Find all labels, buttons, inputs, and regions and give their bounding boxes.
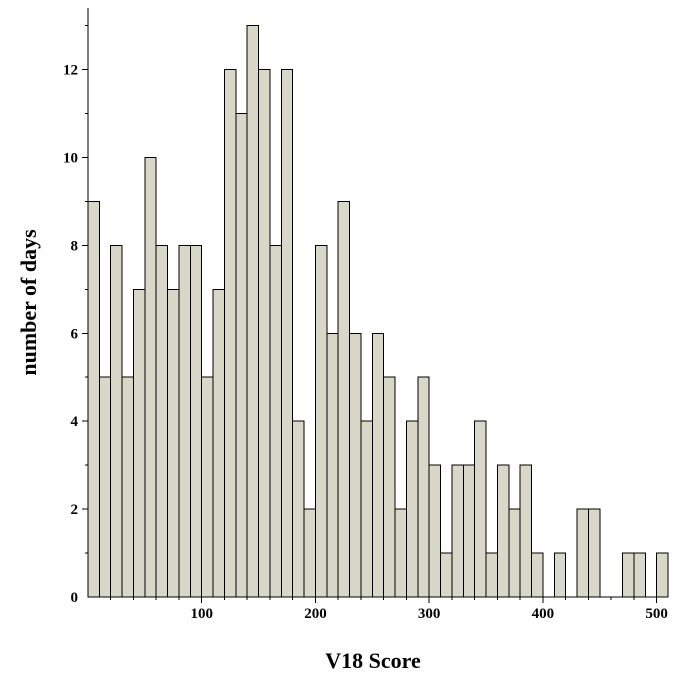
histogram-bar — [110, 244, 123, 598]
histogram-bar — [201, 376, 214, 598]
histogram-bar — [474, 420, 487, 598]
histogram-bar — [144, 156, 157, 598]
histogram-bar — [292, 420, 305, 598]
histogram-bar — [417, 376, 430, 598]
histogram-bar — [553, 552, 567, 598]
histogram-bar — [428, 464, 442, 598]
y-tick-label: 12 — [63, 63, 78, 79]
histogram-bar — [235, 112, 248, 598]
histogram-bar — [496, 464, 510, 598]
x-ticks-group: 100 200 300 400 500 — [110, 597, 668, 622]
histogram-bar — [519, 464, 533, 598]
y-tick-label: 8 — [71, 238, 79, 254]
y-tick-label: 4 — [71, 414, 79, 430]
histogram-bar — [337, 200, 351, 598]
bars-group — [87, 25, 669, 598]
histogram-bar — [87, 200, 100, 598]
histogram-bar — [531, 552, 544, 598]
y-tick-label: 6 — [71, 326, 79, 342]
histogram-bar — [212, 288, 225, 598]
histogram-bar — [394, 508, 407, 598]
histogram-bar — [189, 244, 203, 598]
histogram-bar — [508, 508, 521, 598]
x-tick-label: 500 — [645, 606, 668, 622]
y-ticks-group: 0 2 4 6 8 10 12 — [63, 25, 88, 606]
y-tick-label: 0 — [71, 590, 79, 606]
histogram-bar — [462, 464, 476, 598]
histogram-bar — [280, 69, 294, 598]
x-tick-label: 300 — [418, 606, 441, 622]
y-tick-label: 2 — [71, 502, 79, 518]
x-tick-label: 100 — [190, 606, 213, 622]
histogram-bar — [269, 244, 282, 598]
y-axis-title: number of days — [16, 229, 41, 376]
histogram-bar — [633, 552, 646, 598]
axes-group — [87, 8, 668, 598]
histogram-bar — [440, 552, 453, 598]
y-tick-label: 10 — [63, 150, 78, 166]
histogram-bar — [587, 508, 601, 598]
histogram-bar — [349, 332, 362, 598]
histogram-bar — [576, 508, 589, 598]
histogram-bar — [451, 464, 464, 598]
histogram-bar — [371, 332, 385, 598]
histogram-bar — [132, 288, 146, 598]
histogram-bar — [656, 552, 669, 598]
x-tick-label: 200 — [304, 606, 327, 622]
histogram-bar — [98, 376, 112, 598]
histogram-bar — [223, 69, 237, 598]
histogram-bar — [326, 332, 339, 598]
x-axis-title: V18 Score — [325, 648, 421, 673]
histogram-bar — [246, 25, 260, 598]
histogram-bar — [383, 376, 396, 598]
histogram-bar — [485, 552, 498, 598]
histogram-bar — [258, 69, 271, 598]
histogram-bar — [178, 244, 191, 598]
histogram-bar — [622, 552, 635, 598]
x-tick-label: 400 — [532, 606, 555, 622]
histogram-bar — [121, 376, 134, 598]
histogram-bar — [405, 420, 419, 598]
histogram-bar — [167, 288, 180, 598]
histogram-bar — [360, 420, 373, 598]
histogram-bar — [314, 244, 328, 598]
histogram-bar — [155, 244, 169, 598]
histogram-bar — [303, 508, 316, 598]
